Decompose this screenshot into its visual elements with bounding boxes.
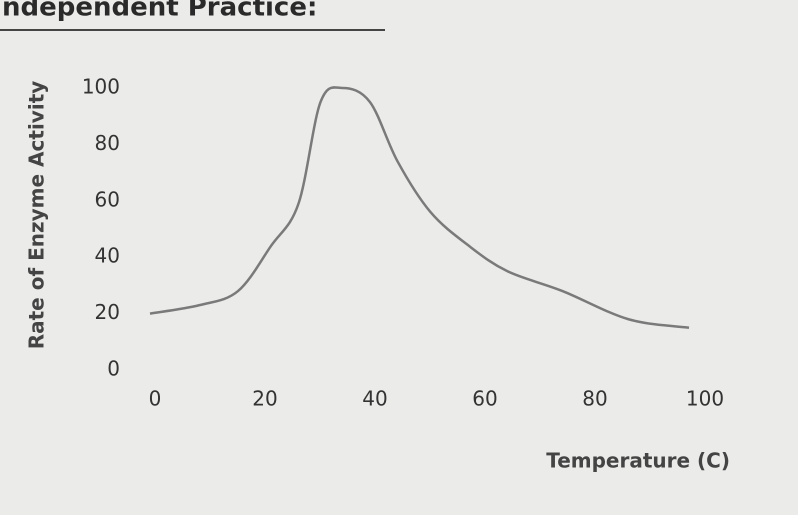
x-axis-label: Temperature (C) (546, 449, 730, 473)
y-tick-label: 20 (95, 300, 120, 324)
x-tick-label: 60 (472, 387, 497, 411)
x-tick-label: 20 (252, 387, 277, 411)
x-tick-label: 80 (582, 387, 607, 411)
y-tick-label: 100 (82, 75, 120, 99)
chart-title: ndependent Practice: (2, 0, 317, 23)
y-tick-label: 80 (95, 131, 120, 155)
data-line (149, 86, 690, 329)
y-tick-label: 60 (95, 187, 120, 211)
y-tick-label: 0 (107, 357, 120, 381)
y-axis-label: Rate of Enzyme Activity (25, 81, 49, 350)
x-tick-label: 100 (686, 387, 724, 411)
y-tick-label: 40 (95, 244, 120, 268)
x-tick-label: 0 (149, 387, 162, 411)
x-tick-label: 40 (362, 387, 387, 411)
